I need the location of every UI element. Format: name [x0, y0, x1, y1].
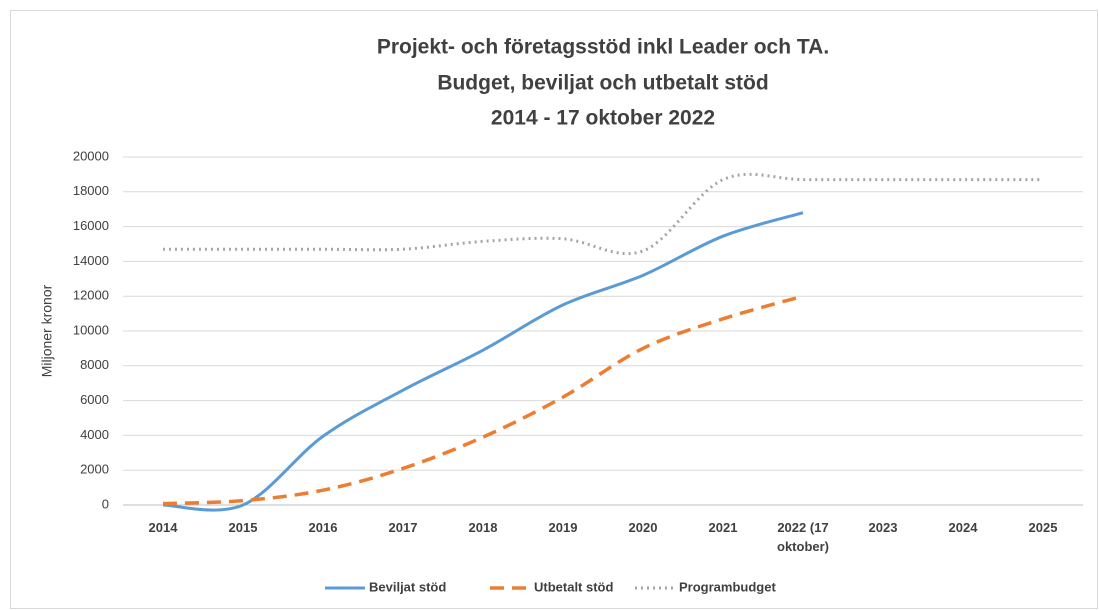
- chart-title: Projekt- och företagsstöd inkl Leader oc…: [377, 36, 829, 59]
- y-tick-label: 12000: [73, 288, 109, 303]
- x-tick-label-box: 2025: [1028, 520, 1058, 535]
- series-line: [162, 211, 804, 512]
- x-tick-label: 2018: [468, 520, 498, 535]
- x-tick-label-box: 2019: [548, 520, 578, 535]
- y-tick-label: 6000: [80, 392, 109, 407]
- x-tick-label: 2022 (17 oktober): [777, 520, 829, 554]
- y-tick-label: 18000: [73, 183, 109, 198]
- x-tick-label-box: 2018: [468, 520, 498, 535]
- y-tick-label: 8000: [80, 357, 109, 372]
- y-tick-label: 2000: [80, 462, 109, 477]
- y-tick-label: 4000: [80, 427, 109, 442]
- legend-label: Beviljat stöd: [369, 579, 446, 594]
- x-tick-label-box: 2024: [948, 520, 978, 535]
- x-tick-label-box: 2014: [148, 520, 178, 535]
- x-tick-label: 2021: [708, 520, 738, 535]
- x-tick-label: 2016: [308, 520, 338, 535]
- y-axis-label: Miljoner kronor: [39, 284, 55, 377]
- x-tick-label: 2023: [868, 520, 898, 535]
- legend-label: Programbudget: [679, 579, 776, 594]
- x-tick-label: 2015: [228, 520, 258, 535]
- y-tick-label: 20000: [73, 148, 109, 163]
- x-tick-label-box: 2023: [868, 520, 898, 535]
- series-line: [162, 294, 804, 506]
- x-tick-label: 2025: [1028, 520, 1058, 535]
- y-tick-label: 0: [102, 496, 109, 511]
- x-tick-label-box: 2021: [708, 520, 738, 535]
- x-tick-label-box: 2015: [228, 520, 258, 535]
- chart-title: 2014 - 17 oktober 2022: [491, 107, 715, 130]
- x-tick-label-box: 2017: [388, 520, 418, 535]
- x-tick-label: 2024: [948, 520, 978, 535]
- legend-label: Utbetalt stöd: [534, 579, 614, 594]
- x-tick-label: 2019: [548, 520, 578, 535]
- x-tick-label-box: 2016: [308, 520, 338, 535]
- x-tick-label: 2014: [148, 520, 178, 535]
- x-tick-label: 2020: [628, 520, 658, 535]
- y-tick-label: 14000: [73, 253, 109, 268]
- x-tick-label: 2017: [388, 520, 418, 535]
- x-tick-label-box: 2022 (17 oktober): [777, 520, 829, 554]
- x-tick-label-box: 2020: [628, 520, 658, 535]
- y-tick-label: 16000: [73, 218, 109, 233]
- y-tick-label: 10000: [73, 322, 109, 337]
- chart-title: Budget, beviljat och utbetalt stöd: [437, 72, 768, 95]
